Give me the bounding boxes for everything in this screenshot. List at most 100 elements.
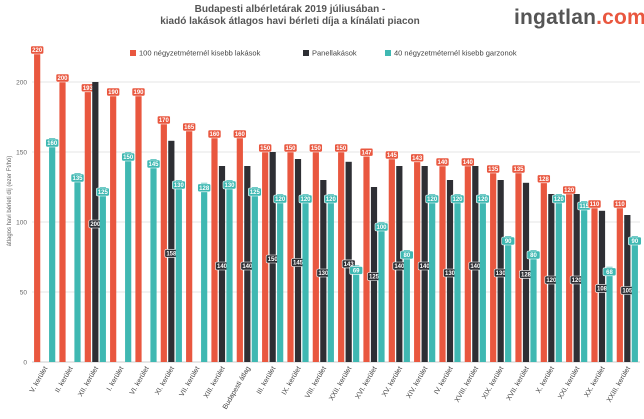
data-label-box: [562, 185, 576, 195]
data-label: 170: [159, 118, 170, 124]
bar-series-1: [464, 166, 471, 362]
data-label-box: [157, 115, 171, 125]
data-label: 140: [420, 264, 431, 270]
bar-series-1: [186, 131, 193, 362]
data-label: 130: [445, 271, 456, 277]
data-label: 130: [224, 183, 235, 189]
legend-label-1: 100 négyzetméternél kisebb lakások: [139, 49, 261, 58]
data-label-box: [283, 143, 298, 153]
data-label: 130: [496, 271, 507, 277]
bar-series-3: [505, 236, 512, 362]
brand-logo: ingatlan.com: [514, 6, 644, 30]
x-category-label: XI. kerület: [154, 365, 176, 396]
data-label: 130: [174, 183, 185, 189]
bar-series-1: [110, 96, 117, 362]
data-label-box: [273, 194, 287, 204]
data-label-box: [248, 187, 262, 197]
data-label: 145: [148, 162, 159, 168]
x-category-label: I. kerület: [106, 365, 126, 392]
data-label-box: [476, 194, 490, 204]
bar-series-3: [74, 173, 81, 362]
data-label-box: [435, 157, 450, 167]
chart-title-line-1: Budapesti albérletárak 2019 júliusában -: [194, 4, 386, 15]
data-label: 165: [184, 125, 195, 131]
data-label: 125: [369, 275, 380, 281]
data-label-box: [425, 194, 439, 204]
x-category-label: XVIII. kerület: [454, 365, 480, 403]
data-label: 120: [326, 197, 337, 203]
data-label-box: [207, 129, 222, 139]
data-label-box: [197, 183, 211, 193]
data-label: 100: [376, 225, 387, 231]
data-label-box: [511, 164, 526, 174]
data-label: 150: [311, 146, 322, 152]
x-category-label: II. kerület: [54, 365, 74, 393]
x-category-label: VIII. kerület: [304, 365, 328, 399]
data-label: 68: [606, 270, 613, 276]
x-category-label: XXI. kerület: [557, 365, 581, 400]
x-category-label: XVI. kerület: [355, 365, 379, 400]
data-label-box: [501, 236, 515, 246]
data-label-box: [400, 250, 414, 260]
bar-series-3: [479, 194, 486, 362]
data-label: 150: [285, 146, 296, 152]
data-label: 115: [579, 204, 589, 210]
data-label: 135: [72, 176, 83, 182]
x-category-label: XX. kerület: [584, 365, 607, 398]
data-label-box: [298, 194, 313, 204]
data-label: 140: [463, 160, 474, 166]
data-label-box: [450, 194, 465, 204]
x-category-label: IV. kerület: [433, 365, 455, 395]
data-label: 160: [235, 132, 246, 138]
bar-series-3: [99, 187, 106, 362]
data-label: 120: [564, 188, 575, 194]
chart-title-line-2: kiadó lakások átlagos havi bérleti díja …: [160, 16, 420, 27]
x-category-label: XXIII. kerület: [606, 365, 632, 403]
data-label: 145: [387, 153, 398, 159]
data-label: 130: [318, 271, 329, 277]
bar-series-3: [125, 152, 132, 362]
x-category-label: XIII. kerület: [203, 365, 227, 399]
y-tick-label: 200: [16, 80, 27, 87]
bar-series-3: [581, 201, 588, 362]
data-label: 128: [521, 273, 532, 279]
legend-swatch-2: [303, 50, 309, 56]
bar-series-1: [135, 96, 142, 362]
x-category-label: IX. kerület: [281, 365, 303, 396]
data-label: 160: [209, 132, 220, 138]
data-label-box: [537, 174, 551, 184]
x-category-label: XII. kerület: [77, 365, 100, 398]
data-label: 80: [403, 253, 410, 259]
data-label: 150: [260, 146, 271, 152]
data-label-box: [30, 45, 44, 55]
data-label-box: [341, 259, 356, 269]
data-label: 80: [530, 253, 537, 259]
data-label: 128: [199, 186, 210, 192]
bar-series-3: [606, 266, 613, 362]
bar-series-3: [555, 194, 562, 362]
data-label-box: [628, 236, 642, 246]
bar-series-1: [338, 152, 345, 362]
y-tick-label: 150: [16, 150, 27, 157]
data-label: 200: [90, 222, 101, 228]
data-label-box: [526, 250, 541, 260]
legend-label-3: 40 négyzetméternél kisebb garzonok: [394, 49, 517, 58]
bar-series-3: [403, 250, 410, 362]
brand-name: ingatlan: [514, 6, 597, 29]
bar-series-3: [429, 194, 436, 362]
data-label: 140: [437, 160, 448, 166]
data-label: 90: [631, 239, 638, 245]
data-label: 120: [478, 197, 489, 203]
data-label: 120: [300, 197, 311, 203]
bar-series-1: [515, 173, 522, 362]
data-label: 125: [250, 190, 261, 196]
bar-series-1: [363, 156, 370, 362]
data-label-box: [602, 267, 617, 277]
data-label-box: [410, 153, 424, 163]
x-category-label: VII. kerület: [179, 365, 202, 398]
bar-series-3: [251, 187, 258, 362]
data-label-box: [587, 199, 602, 209]
legend-swatch-1: [130, 50, 136, 56]
data-label: 143: [412, 156, 423, 162]
